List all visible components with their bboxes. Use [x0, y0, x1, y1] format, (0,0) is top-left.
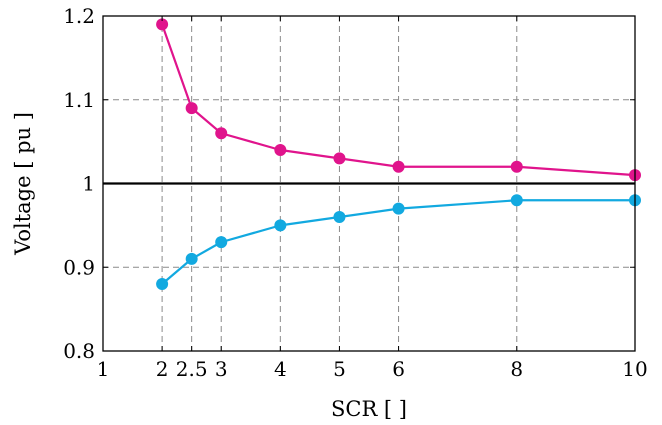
tick-marks — [102, 15, 636, 352]
x-tick-label: 10 — [622, 357, 647, 381]
data-point — [333, 211, 346, 223]
x-tick-label: 5 — [333, 357, 346, 381]
x-tick-label: 1 — [97, 357, 110, 381]
y-tick-label: 0.9 — [63, 255, 95, 279]
x-axis-title: SCR [ ] — [331, 397, 407, 421]
y-tick-label: 0.8 — [63, 339, 95, 363]
data-point — [215, 127, 228, 140]
data-point — [333, 152, 346, 165]
x-tick-label: 3 — [215, 357, 228, 381]
data-point — [510, 160, 523, 173]
x-tick-labels: 1 2 2.5 3 4 5 6 8 10 — [97, 357, 648, 381]
data-point — [510, 194, 523, 207]
series-line-1 — [161, 24, 636, 177]
y-axis-title: Voltage [ pu ] — [11, 112, 35, 256]
x-tick-label: 6 — [392, 357, 405, 381]
data-point — [185, 252, 198, 265]
data-point — [274, 219, 287, 232]
y-tick-label: 1.2 — [63, 4, 95, 28]
data-point — [274, 144, 287, 156]
data-point — [156, 278, 169, 290]
x-tick-label: 4 — [274, 357, 287, 381]
data-point — [185, 102, 198, 115]
data-point — [392, 202, 405, 215]
x-tick-label: 2 — [156, 357, 169, 381]
data-point — [156, 18, 169, 31]
y-tick-label: 1 — [82, 172, 95, 196]
data-point — [392, 160, 405, 173]
x-tick-label: 2.5 — [176, 357, 208, 381]
x-tick-label: 8 — [510, 357, 523, 381]
data-point — [215, 236, 228, 249]
grid — [103, 16, 635, 351]
y-tick-label: 1.1 — [63, 88, 95, 112]
y-tick-labels: 0.8 0.9 1 1.1 1.2 — [63, 4, 95, 363]
